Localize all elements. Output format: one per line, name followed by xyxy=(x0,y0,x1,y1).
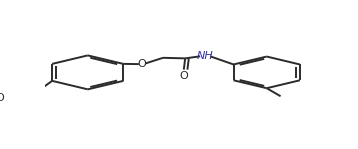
Text: O: O xyxy=(138,59,146,69)
Text: O: O xyxy=(179,71,188,81)
Text: O: O xyxy=(0,93,5,103)
Text: NH: NH xyxy=(197,51,213,61)
